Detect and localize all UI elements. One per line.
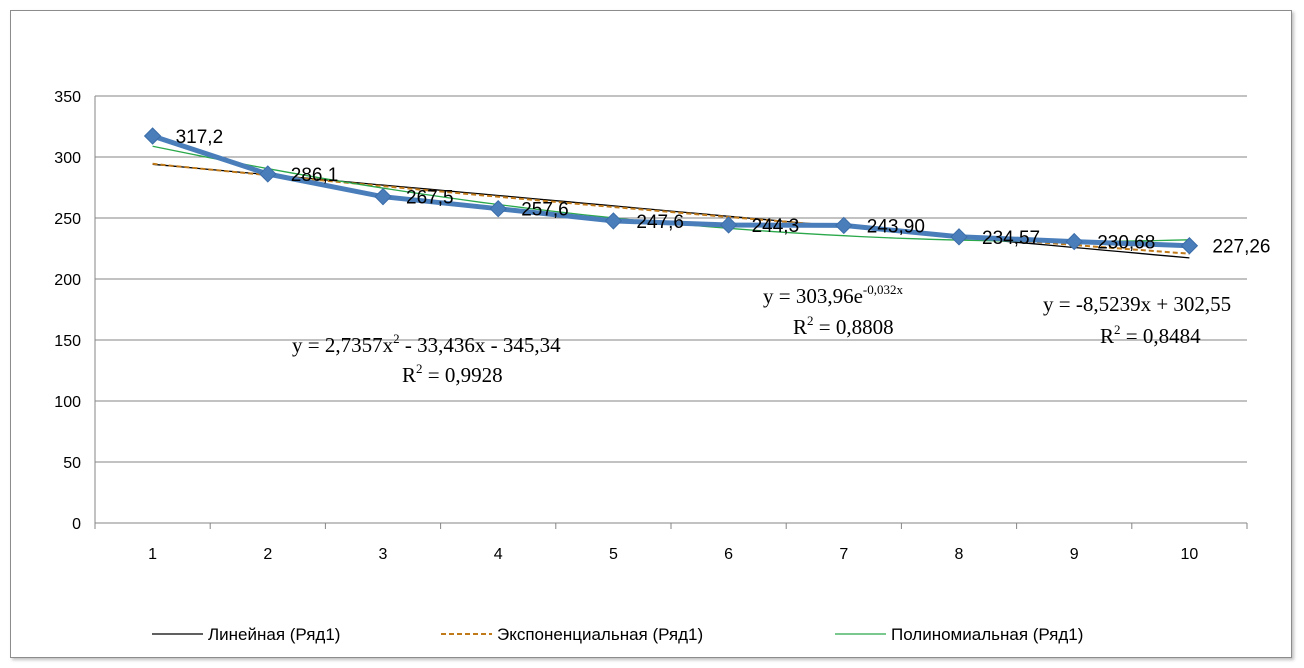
svg-text:y = 2,7357x2 - 33,436x - 345,3: y = 2,7357x2 - 33,436x - 345,34 <box>292 331 561 357</box>
series-markers <box>143 127 1199 255</box>
data-point-marker <box>1180 237 1199 255</box>
axes <box>94 96 1248 529</box>
gridlines <box>95 95 1247 463</box>
y-tick-label: 150 <box>54 333 81 350</box>
y-tick-label: 200 <box>54 272 81 289</box>
x-tick-label: 7 <box>839 546 848 563</box>
data-point-marker <box>719 216 738 234</box>
lin-r2-pre: R <box>1100 324 1114 348</box>
svg-text:y = 303,96e-0,032x: y = 303,96e-0,032x <box>763 282 904 308</box>
x-tick-label: 3 <box>379 546 388 563</box>
data-point-marker <box>374 187 392 206</box>
legend-label-polynomial: Полиномиальная (Ряд1) <box>891 625 1083 644</box>
exp-eq-main-a: y = 303,96e <box>763 284 863 308</box>
poly-r2-pre: R <box>402 363 416 387</box>
exp-r2-sup: 2 <box>807 313 814 328</box>
data-point-marker <box>259 165 277 183</box>
data-point-marker <box>143 127 162 145</box>
exponential-equation: y = 303,96e-0,032x R2 = 0,8808 <box>763 282 904 339</box>
data-point-marker <box>950 228 968 246</box>
y-tick-label: 0 <box>72 516 81 533</box>
lin-r2-val: = 0,8484 <box>1121 324 1202 348</box>
svg-text:R2 = 0,8808: R2 = 0,8808 <box>793 313 894 339</box>
data-label: 230,68 <box>1097 233 1155 254</box>
series-line-path <box>151 133 1190 249</box>
data-point-marker <box>604 212 623 230</box>
lin-r2-sup: 2 <box>1114 322 1121 337</box>
data-label: 234,57 <box>982 228 1040 249</box>
legend-label-linear: Линейная (Ряд1) <box>208 625 340 644</box>
svg-text:R2 = 0,9928: R2 = 0,9928 <box>402 361 503 387</box>
x-tick-label: 10 <box>1181 546 1199 563</box>
x-tick-label: 6 <box>724 546 733 563</box>
y-tick-label: 50 <box>63 455 81 472</box>
data-label: 286,1 <box>291 165 339 186</box>
chart-frame <box>10 10 1292 658</box>
data-label: 247,6 <box>636 212 684 233</box>
data-point-marker <box>1065 232 1083 251</box>
x-tick-label: 5 <box>609 546 618 563</box>
exp-r2-pre: R <box>793 315 807 339</box>
legend: Линейная (Ряд1) Экспоненциальная (Ряд1) … <box>152 625 1083 644</box>
data-label: 243,90 <box>867 216 925 237</box>
data-label: 227,26 <box>1212 237 1270 258</box>
x-tick-label: 8 <box>955 546 964 563</box>
data-label: 267,5 <box>406 188 454 209</box>
x-tick-label: 2 <box>263 546 272 563</box>
lin-eq-main-a: y = -8,5239x + 302,55 <box>1043 292 1231 316</box>
x-tick-label: 4 <box>494 546 503 563</box>
data-point-marker <box>489 200 507 218</box>
x-tick-label: 1 <box>148 546 157 563</box>
data-labels: 317,2 286,1 267,5 257,6 247,6 244,3 243,90 234,… <box>176 127 1271 258</box>
poly-eq-main-b: - 33,436x - 345,34 <box>400 333 561 357</box>
series-line <box>151 133 1190 249</box>
y-tick-label: 100 <box>54 394 81 411</box>
exp-eq-sup: -0,032x <box>863 282 904 297</box>
linear-equation: y = -8,5239x + 302,55 R2 = 0,8484 <box>1043 292 1231 348</box>
poly-r2-sup: 2 <box>416 361 423 376</box>
data-label: 317,2 <box>176 127 224 148</box>
data-label: 244,3 <box>752 216 800 237</box>
polynomial-equation: y = 2,7357x2 - 33,436x - 345,34 R2 = 0,9… <box>292 331 561 387</box>
poly-eq-sup: 2 <box>393 331 400 346</box>
svg-text:y = -8,5239x + 302,55: y = -8,5239x + 302,55 <box>1043 292 1231 316</box>
x-tick-labels: 1 2 3 4 5 6 7 8 9 10 <box>148 546 1198 563</box>
y-tick-label: 350 <box>54 89 81 106</box>
poly-eq-main-a: y = 2,7357x <box>292 333 394 357</box>
y-tick-labels: 0 50 100 150 200 250 300 350 <box>54 89 81 533</box>
x-tick-label: 9 <box>1070 546 1079 563</box>
data-point-marker <box>835 216 853 235</box>
legend-label-exponential: Экспоненциальная (Ряд1) <box>497 625 703 644</box>
data-label: 257,6 <box>521 200 569 221</box>
svg-text:R2 = 0,8484: R2 = 0,8484 <box>1100 322 1201 348</box>
y-tick-label: 250 <box>54 211 81 228</box>
poly-r2-val: = 0,9928 <box>423 363 503 387</box>
exp-r2-val: = 0,8808 <box>814 315 894 339</box>
y-tick-label: 300 <box>54 150 81 167</box>
